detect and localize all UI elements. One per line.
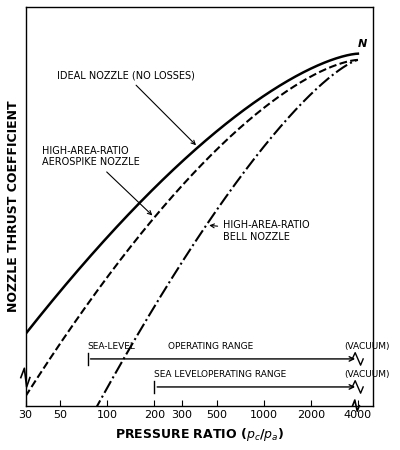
Text: HIGH-AREA-RATIO
AEROSPIKE NOZZLE: HIGH-AREA-RATIO AEROSPIKE NOZZLE — [42, 146, 152, 215]
Text: OPERATING RANGE: OPERATING RANGE — [168, 342, 253, 351]
Text: IDEAL NOZZLE (NO LOSSES): IDEAL NOZZLE (NO LOSSES) — [58, 71, 195, 144]
Text: SEA-LEVEL: SEA-LEVEL — [88, 342, 136, 351]
Text: HIGH-AREA-RATIO
BELL NOZZLE: HIGH-AREA-RATIO BELL NOZZLE — [210, 220, 310, 242]
Text: OPERATING RANGE: OPERATING RANGE — [202, 370, 287, 379]
Y-axis label: NOZZLE THRUST COEFFICIENT: NOZZLE THRUST COEFFICIENT — [7, 100, 20, 312]
Text: SEA LEVEL: SEA LEVEL — [154, 370, 202, 379]
Text: (VACUUM): (VACUUM) — [344, 342, 390, 351]
X-axis label: PRESSURE RATIO ($p_c$/$p_a$): PRESSURE RATIO ($p_c$/$p_a$) — [115, 426, 284, 443]
Text: (VACUUM): (VACUUM) — [344, 370, 390, 379]
Text: N: N — [358, 40, 368, 50]
